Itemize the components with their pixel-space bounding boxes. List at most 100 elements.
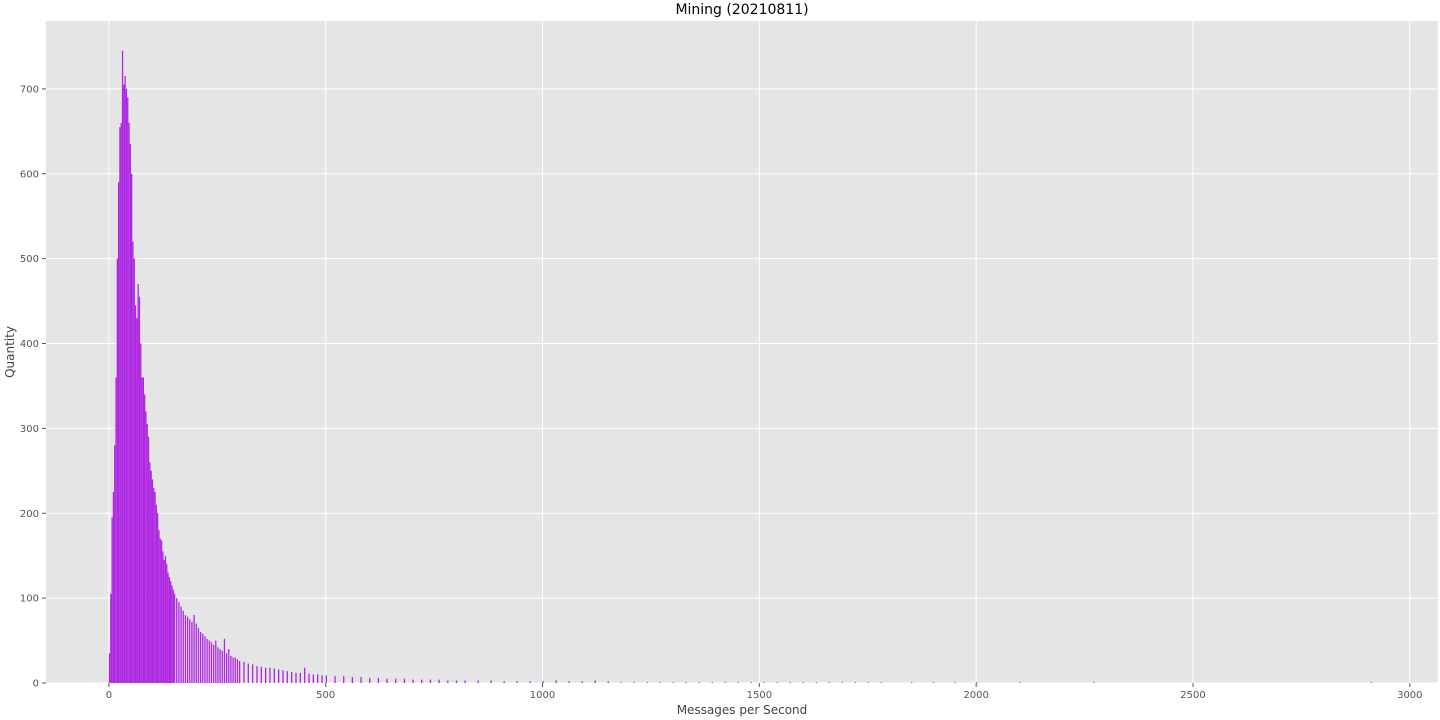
histogram-bar: [140, 343, 142, 683]
histogram-bar: [711, 682, 713, 683]
histogram-bar: [189, 619, 191, 683]
histogram-bar: [880, 682, 883, 683]
x-tick-label: 1000: [530, 690, 555, 701]
histogram-bar: [238, 660, 241, 683]
histogram-bar: [351, 677, 354, 683]
y-tick-label: 0: [33, 679, 39, 690]
histogram-bar: [273, 668, 275, 683]
histogram-bar: [111, 517, 113, 683]
histogram-bar: [789, 682, 792, 683]
histogram-bar: [421, 679, 423, 683]
histogram-bar: [230, 655, 232, 683]
histogram-bar: [291, 671, 293, 683]
histogram-bar: [412, 679, 414, 683]
histogram-bar: [120, 122, 122, 684]
histogram-bar: [173, 593, 176, 683]
histogram-bar: [114, 445, 116, 683]
histogram-bar: [360, 677, 362, 683]
histogram-bar: [386, 678, 388, 683]
histogram-bar: [477, 680, 479, 683]
histogram-bar: [932, 682, 935, 683]
histogram-bar: [234, 657, 236, 683]
y-tick-label: 700: [20, 84, 39, 95]
histogram-bar: [115, 377, 117, 683]
histogram-bar: [685, 682, 687, 683]
histogram-bar: [282, 670, 284, 683]
x-tick-label: 500: [316, 690, 335, 701]
histogram-bar: [976, 682, 978, 683]
histogram-bar: [854, 682, 857, 683]
histogram-bar: [225, 653, 228, 683]
histogram-bar: [828, 682, 831, 683]
histogram-bar: [145, 411, 147, 683]
histogram-bar: [1370, 682, 1373, 683]
histogram-bar: [317, 674, 319, 683]
x-axis-ticks: 0 500 1000 1500 2000 2500 3000: [106, 683, 1423, 701]
histogram-bar: [119, 127, 121, 684]
histogram-bar: [133, 258, 135, 683]
histogram-bars: [108, 50, 1373, 684]
histogram-bar: [321, 675, 323, 683]
histogram-bar: [295, 672, 297, 683]
histogram-bar: [146, 424, 148, 683]
histogram-bar: [180, 606, 182, 683]
histogram-bar: [232, 657, 234, 683]
histogram-bar: [867, 682, 870, 683]
histogram-bar: [154, 492, 156, 683]
histogram-bar: [130, 173, 133, 683]
x-tick-label: 0: [106, 690, 112, 701]
histogram-bar: [447, 680, 449, 683]
histogram-bar: [167, 572, 169, 683]
histogram-bar: [136, 318, 138, 683]
x-tick-label: 2500: [1180, 690, 1205, 701]
histogram-bar: [157, 513, 159, 683]
histogram-bar: [155, 504, 158, 683]
histogram-bar: [127, 97, 129, 683]
histogram-bar: [223, 638, 226, 683]
histogram-bar: [110, 593, 112, 683]
histogram-bar: [142, 377, 145, 683]
y-tick-label: 200: [20, 509, 39, 520]
histogram-bar: [672, 682, 674, 683]
histogram-bar: [594, 680, 596, 683]
histogram-bar: [841, 682, 844, 683]
histogram-bar: [369, 677, 371, 683]
histogram-bar: [737, 682, 739, 683]
histogram-bar: [555, 680, 557, 683]
histogram-bar: [170, 581, 172, 683]
histogram-bar: [542, 681, 544, 683]
histogram-bar: [269, 667, 271, 683]
histogram-bar: [1093, 682, 1095, 683]
histogram-bar: [646, 682, 648, 683]
histogram-bar: [304, 667, 306, 683]
histogram-bar: [395, 678, 397, 683]
x-axis-label: Messages per Second: [677, 703, 808, 717]
histogram-bar: [124, 76, 126, 683]
histogram-bar: [210, 642, 213, 683]
histogram-bar: [144, 394, 146, 683]
histogram-bar: [128, 122, 130, 684]
histogram-bar: [166, 564, 168, 683]
histogram-bar: [278, 669, 280, 683]
histogram-bar: [153, 487, 155, 683]
histogram-bar: [236, 659, 239, 683]
histogram-bar: [455, 680, 458, 683]
histogram-bar: [159, 538, 161, 683]
histogram-bar: [204, 636, 206, 683]
histogram-bar: [325, 675, 328, 683]
histogram-bar: [260, 666, 262, 683]
histogram-bar: [112, 492, 115, 683]
x-tick-label: 3000: [1397, 690, 1422, 701]
histogram-bar: [178, 602, 180, 683]
histogram-bar: [149, 462, 151, 683]
histogram-bar: [150, 470, 152, 683]
histogram-bar: [219, 649, 221, 683]
histogram-bar: [264, 667, 267, 683]
x-tick-label: 1500: [747, 690, 772, 701]
histogram-bar: [163, 559, 165, 683]
histogram-bar: [197, 627, 200, 683]
histogram-bar: [724, 682, 726, 683]
histogram-bar: [516, 681, 518, 683]
histogram-bar: [490, 680, 492, 683]
